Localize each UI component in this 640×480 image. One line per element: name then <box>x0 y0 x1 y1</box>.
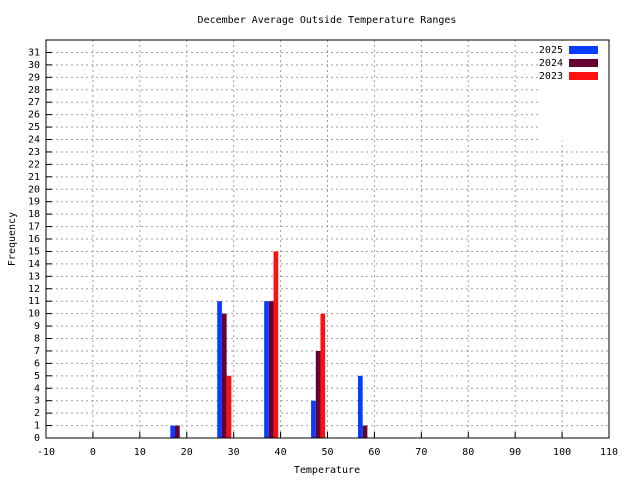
x-tick-label: 0 <box>90 447 96 458</box>
legend-swatch <box>569 46 598 54</box>
bar <box>273 251 279 438</box>
y-tick-label: 18 <box>28 209 40 220</box>
y-tick-label: 31 <box>28 47 40 58</box>
bar <box>175 425 180 438</box>
bar <box>170 425 176 438</box>
y-tick-label: 28 <box>28 85 40 96</box>
bar <box>268 301 274 438</box>
y-tick-label: 19 <box>28 197 40 208</box>
y-axis-label: Frequency <box>7 212 18 266</box>
y-tick-label: 14 <box>28 259 40 270</box>
y-tick-label: 13 <box>28 271 40 282</box>
x-tick-label: 70 <box>415 447 427 458</box>
y-tick-label: 5 <box>34 371 40 382</box>
x-tick-label: 10 <box>134 447 146 458</box>
legend-swatch <box>569 72 598 80</box>
x-tick-label: 80 <box>462 447 474 458</box>
y-tick-label: 12 <box>28 284 40 295</box>
y-tick-label: 26 <box>28 110 40 121</box>
bar <box>226 375 232 438</box>
chart-title: December Average Outside Temperature Ran… <box>198 15 457 26</box>
x-tick-label: 30 <box>228 447 240 458</box>
y-tick-label: 8 <box>34 334 40 345</box>
y-tick-label: 3 <box>34 396 40 407</box>
x-tick-label: 40 <box>275 447 287 458</box>
bar <box>217 301 222 438</box>
bar <box>264 301 269 438</box>
y-tick-label: 10 <box>28 309 40 320</box>
y-tick-label: 17 <box>28 222 40 233</box>
x-tick-label: 100 <box>553 447 571 458</box>
bar <box>315 350 321 438</box>
y-tick-label: 27 <box>28 97 40 108</box>
bar <box>221 313 227 438</box>
bar <box>357 375 363 438</box>
legend-box <box>540 41 608 141</box>
x-tick-label: -10 <box>37 447 55 458</box>
y-tick-label: 30 <box>28 60 40 71</box>
legend-label: 2023 <box>539 71 563 82</box>
y-tick-label: 20 <box>28 184 40 195</box>
y-tick-label: 16 <box>28 234 40 245</box>
x-axis-label: Temperature <box>294 465 360 476</box>
y-tick-label: 1 <box>34 421 40 432</box>
y-tick-label: 15 <box>28 246 40 257</box>
bar <box>320 313 326 438</box>
bar <box>362 425 368 438</box>
x-tick-label: 90 <box>509 447 521 458</box>
y-tick-label: 0 <box>34 433 40 444</box>
legend-label: 2025 <box>539 45 563 56</box>
y-tick-label: 4 <box>34 383 40 394</box>
y-tick-label: 11 <box>28 296 40 307</box>
y-tick-label: 23 <box>28 147 40 158</box>
y-tick-label: 6 <box>34 358 40 369</box>
y-tick-label: 2 <box>34 408 40 419</box>
x-tick-label: 110 <box>600 447 618 458</box>
y-tick-label: 9 <box>34 321 40 332</box>
x-tick-label: 60 <box>368 447 380 458</box>
x-tick-label: 20 <box>181 447 193 458</box>
y-tick-label: 7 <box>34 346 40 357</box>
legend-swatch <box>569 59 598 67</box>
y-tick-label: 25 <box>28 122 40 133</box>
y-tick-label: 21 <box>28 172 40 183</box>
legend-label: 2024 <box>539 58 563 69</box>
y-tick-label: 22 <box>28 159 40 170</box>
bar <box>311 400 316 438</box>
x-tick-label: 50 <box>321 447 333 458</box>
plot-frame <box>45 39 610 439</box>
y-tick-label: 29 <box>28 72 40 83</box>
y-tick-label: 24 <box>28 135 40 146</box>
